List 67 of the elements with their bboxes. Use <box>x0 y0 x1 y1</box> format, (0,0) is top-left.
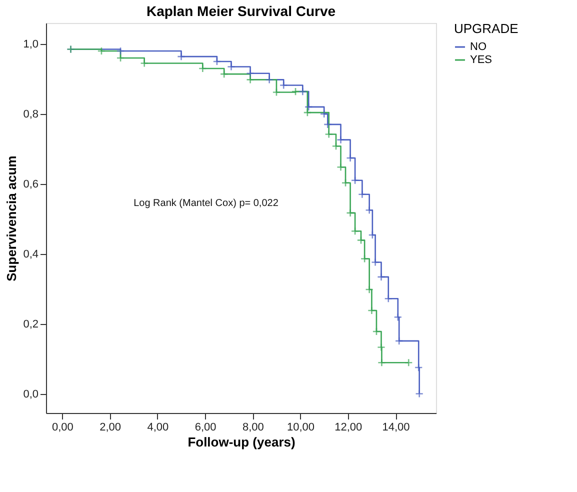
point <box>415 390 424 398</box>
x-tick-label: 6,00 <box>194 422 216 434</box>
y-axis-title: Supervivencia acum <box>4 156 20 282</box>
point <box>303 108 312 117</box>
x-tick-label: 8,00 <box>242 422 264 434</box>
y-tick-label: 1,0 <box>23 38 38 50</box>
point <box>198 64 207 73</box>
point <box>265 75 274 84</box>
point <box>414 363 423 372</box>
point <box>377 272 386 282</box>
point <box>291 87 300 96</box>
x-tick-label: 10,00 <box>287 422 315 434</box>
point <box>377 343 386 352</box>
point <box>394 312 402 322</box>
y-tick-label: 0,0 <box>23 388 38 400</box>
point <box>324 130 334 138</box>
point <box>332 142 340 150</box>
point <box>394 336 404 346</box>
x-tick-label: 12,00 <box>334 422 362 434</box>
point <box>116 54 125 62</box>
x-tick-label: 0,00 <box>52 422 74 434</box>
point <box>116 46 125 56</box>
point <box>384 294 393 303</box>
y-tick-label: 0,6 <box>23 178 38 190</box>
point <box>220 70 228 78</box>
x-tick-label: 4,00 <box>147 422 169 434</box>
point <box>378 358 386 367</box>
x-tick-label: 14,00 <box>382 422 410 434</box>
point <box>358 190 366 199</box>
annotation: Log Rank (Mantel Cox) p= 0,022 <box>134 198 279 209</box>
point <box>272 88 281 96</box>
legend-label: YES <box>470 54 492 66</box>
point <box>350 226 360 236</box>
y-tick-label: 0,2 <box>23 318 38 330</box>
point <box>212 57 222 66</box>
point <box>298 87 307 96</box>
legend-title: UPGRADE <box>454 21 519 36</box>
point <box>140 59 149 68</box>
x-tick-label: 2,00 <box>100 422 122 434</box>
point <box>279 81 288 90</box>
point <box>372 327 381 336</box>
point <box>227 62 236 71</box>
point <box>365 206 374 214</box>
y-tick-label: 0,8 <box>23 108 38 120</box>
x-axis-title: Follow-up (years) <box>188 434 296 450</box>
point <box>350 176 360 185</box>
point <box>368 230 377 240</box>
point <box>320 110 328 118</box>
point <box>97 46 106 56</box>
point <box>371 258 380 266</box>
chart-title: Kaplan Meier Survival Curve <box>146 3 336 19</box>
point <box>404 358 413 367</box>
point <box>336 136 345 144</box>
point <box>365 285 374 294</box>
point <box>368 306 376 315</box>
point <box>346 154 354 162</box>
point <box>341 178 350 188</box>
point <box>177 52 186 61</box>
point <box>336 162 345 172</box>
point <box>304 102 313 112</box>
point <box>346 208 354 218</box>
legend-label: NO <box>470 41 487 53</box>
y-tick-label: 0,4 <box>23 248 38 260</box>
point <box>360 254 369 263</box>
point <box>323 120 332 129</box>
point <box>246 75 254 84</box>
point <box>246 69 254 78</box>
